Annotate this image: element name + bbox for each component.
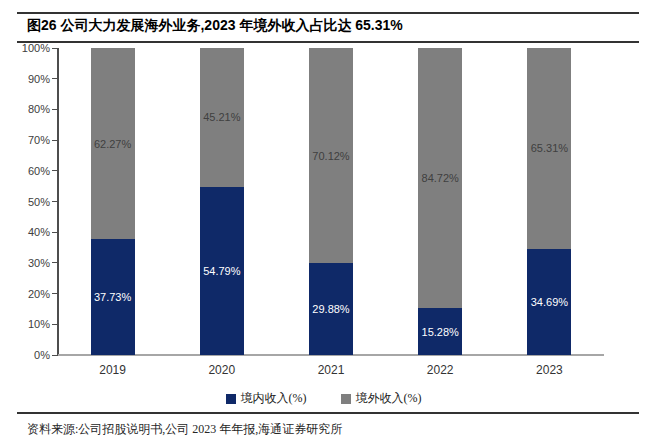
bar-segment-label: 70.12% bbox=[312, 150, 349, 162]
bar-segment-label: 54.79% bbox=[203, 265, 240, 277]
bar-segment-overseas: 65.31% bbox=[527, 48, 571, 249]
y-axis-tick bbox=[52, 293, 57, 294]
bar-segment-overseas: 70.12% bbox=[309, 48, 353, 263]
y-axis-tick-label: 20% bbox=[10, 288, 50, 300]
bar-segment-label: 37.73% bbox=[94, 291, 131, 303]
y-axis-tick-label: 10% bbox=[10, 318, 50, 330]
y-axis-line bbox=[57, 48, 59, 356]
y-axis-tick bbox=[52, 109, 57, 110]
legend-swatch-icon bbox=[226, 394, 236, 404]
y-axis-tick-label: 80% bbox=[10, 103, 50, 115]
x-axis-category-label: 2019 bbox=[73, 363, 153, 377]
bar-segment-overseas: 62.27% bbox=[91, 48, 135, 239]
source-note: 资料来源:公司招股说明书,公司 2023 年年报,海通证券研究所 bbox=[27, 421, 627, 438]
y-axis-tick-label: 40% bbox=[10, 226, 50, 238]
y-axis-tick bbox=[52, 232, 57, 233]
y-axis-tick bbox=[52, 170, 57, 171]
y-axis-tick bbox=[52, 355, 57, 356]
y-axis-tick-label: 30% bbox=[10, 257, 50, 269]
y-axis-tick-label: 70% bbox=[10, 134, 50, 146]
y-axis-tick-label: 0% bbox=[10, 349, 50, 361]
bar-segment-overseas: 45.21% bbox=[200, 48, 244, 187]
bar-segment-label: 84.72% bbox=[422, 172, 459, 184]
x-axis-category-label: 2023 bbox=[509, 363, 589, 377]
bar-segment-domestic: 29.88% bbox=[309, 263, 353, 355]
legend-label: 境外收入(%) bbox=[356, 390, 422, 407]
y-axis-tick bbox=[52, 262, 57, 263]
legend-label: 境内收入(%) bbox=[241, 390, 307, 407]
bar-segment-label: 62.27% bbox=[94, 138, 131, 150]
bar-segment-domestic: 54.79% bbox=[200, 187, 244, 355]
bar-segment-domestic: 15.28% bbox=[418, 308, 462, 355]
legend-item-domestic: 境内收入(%) bbox=[226, 390, 307, 407]
x-axis-category-label: 2021 bbox=[291, 363, 371, 377]
bar-segment-label: 15.28% bbox=[422, 326, 459, 338]
bottom-rule bbox=[17, 412, 639, 414]
legend-item-overseas: 境外收入(%) bbox=[341, 390, 422, 407]
y-axis-tick bbox=[52, 78, 57, 79]
bar-segment-label: 65.31% bbox=[531, 142, 568, 154]
bar-segment-domestic: 37.73% bbox=[91, 239, 135, 355]
y-axis-tick-label: 60% bbox=[10, 165, 50, 177]
y-axis-tick bbox=[52, 140, 57, 141]
bar-segment-overseas: 84.72% bbox=[418, 48, 462, 308]
chart-legend: 境内收入(%) 境外收入(%) bbox=[0, 390, 647, 407]
bar-segment-label: 45.21% bbox=[203, 111, 240, 123]
x-axis-category-label: 2022 bbox=[400, 363, 480, 377]
bar-segment-domestic: 34.69% bbox=[527, 249, 571, 355]
y-axis-tick bbox=[52, 324, 57, 325]
bar-segment-label: 29.88% bbox=[312, 303, 349, 315]
x-axis-category-label: 2020 bbox=[182, 363, 262, 377]
y-axis-tick-label: 100% bbox=[10, 42, 50, 54]
bar-segment-label: 34.69% bbox=[531, 296, 568, 308]
y-axis-tick-label: 50% bbox=[10, 196, 50, 208]
y-axis-tick bbox=[52, 201, 57, 202]
report-figure: 图26 公司大力发展海外业务,2023 年境外收入占比达 65.31% 0%10… bbox=[0, 0, 647, 446]
stacked-bar-chart: 0% 10% 20% 30% 40% 50% 60% 70% 80% 90% 100% 37.73% 6… bbox=[0, 0, 647, 446]
y-axis-tick-label: 90% bbox=[10, 73, 50, 85]
legend-swatch-icon bbox=[341, 394, 351, 404]
y-axis-tick bbox=[52, 48, 57, 49]
